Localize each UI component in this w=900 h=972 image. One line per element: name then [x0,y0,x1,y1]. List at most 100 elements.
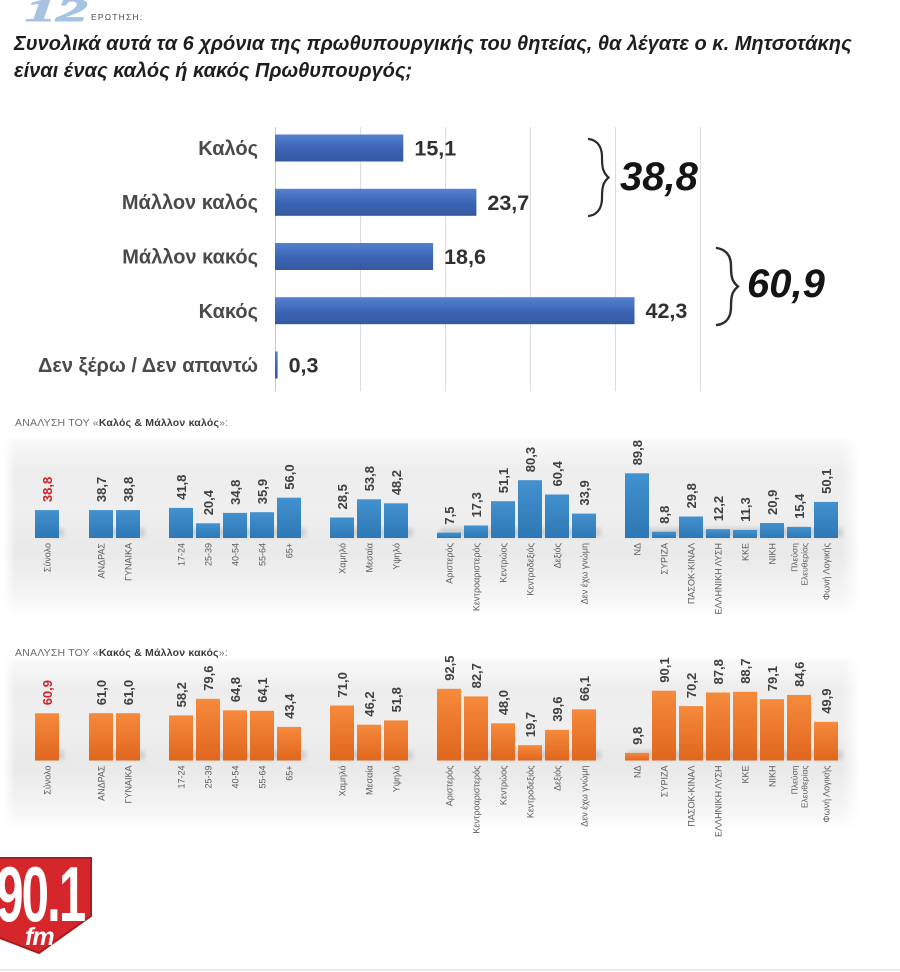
svg-text:17-24: 17-24 [177,543,187,566]
svg-text:64,8: 64,8 [228,677,243,702]
svg-text:19,7: 19,7 [523,712,538,737]
svg-text:ΑΝΔΡΑΣ: ΑΝΔΡΑΣ [97,543,107,579]
svg-text:11,3: 11,3 [738,497,753,522]
svg-text:Ελευθερίας: Ελευθερίας [800,766,810,809]
svg-text:41,8: 41,8 [174,475,189,500]
svg-text:Κεντρώος: Κεντρώος [499,765,509,805]
svg-text:15,4: 15,4 [792,493,807,519]
svg-text:55-64: 55-64 [258,543,268,566]
svg-text:7,5: 7,5 [442,507,457,525]
svg-text:Αριστερός: Αριστερός [445,542,455,583]
svg-text:Χαμηλό: Χαμηλό [338,543,348,574]
svg-text:66,1: 66,1 [577,676,592,701]
svg-text:88,7: 88,7 [738,658,753,683]
svg-text:40-54: 40-54 [231,766,241,789]
svg-text:Κεντρώος: Κεντρώος [499,542,509,582]
svg-text:60,4: 60,4 [550,460,565,486]
svg-text:90,1: 90,1 [657,657,672,682]
svg-text:ΕΛΛΗΝΙΚΗ ΛΥΣΗ: ΕΛΛΗΝΙΚΗ ΛΥΣΗ [714,766,724,837]
svg-text:ΣΥΡΙΖΑ: ΣΥΡΙΖΑ [660,543,670,575]
svg-text:Ελευθερίας: Ελευθερίας [800,543,810,586]
svg-text:65+: 65+ [285,543,295,558]
svg-text:90.1: 90.1 [0,853,85,938]
svg-text:25-39: 25-39 [204,543,214,566]
svg-text:38,8: 38,8 [40,477,55,502]
svg-text:fm: fm [25,923,54,951]
svg-text:17,3: 17,3 [469,492,484,517]
svg-text:92,5: 92,5 [442,655,457,680]
svg-text:ΠΑΣΟΚ-ΚΙΝΑΛ: ΠΑΣΟΚ-ΚΙΝΑΛ [687,766,697,827]
svg-text:Σύνολο: Σύνολο [43,543,53,572]
svg-text:0,3: 0,3 [289,354,319,378]
svg-text:82,7: 82,7 [469,663,484,688]
svg-text:25-39: 25-39 [204,766,214,789]
svg-text:ΝΙΚΗ: ΝΙΚΗ [768,543,778,565]
svg-text:89,8: 89,8 [630,440,645,465]
svg-text:ΝΔ: ΝΔ [633,543,643,556]
svg-text:34,8: 34,8 [228,480,243,505]
svg-text:Δεν έχω γνώμη: Δεν έχω γνώμη [580,543,590,604]
svg-text:Μεσαία: Μεσαία [365,543,375,572]
svg-text:ΣΥΡΙΖΑ: ΣΥΡΙΖΑ [660,766,670,798]
svg-text:Δεν ξέρω / Δεν απαντώ: Δεν ξέρω / Δεν απαντώ [38,355,258,377]
svg-text:Φωνή Λογικής: Φωνή Λογικής [822,542,832,600]
svg-text:Κεντροδεξιός: Κεντροδεξιός [526,542,536,595]
svg-text:Υψηλό: Υψηλό [392,766,402,793]
svg-text:70,2: 70,2 [684,673,699,698]
svg-text:ΓΥΝΑΙΚΑ: ΓΥΝΑΙΚΑ [124,543,134,581]
svg-text:80,3: 80,3 [523,447,538,472]
svg-text:79,1: 79,1 [765,666,780,691]
svg-text:Κεντροαριστερός: Κεντροαριστερός [472,765,482,834]
svg-text:18,6: 18,6 [444,245,486,269]
svg-text:15,1: 15,1 [414,137,456,161]
svg-text:48,0: 48,0 [496,690,511,715]
svg-text:49,9: 49,9 [819,688,834,713]
svg-text:58,2: 58,2 [174,682,189,707]
svg-text:20,9: 20,9 [765,490,780,515]
svg-text:64,1: 64,1 [255,677,270,702]
svg-text:Φωνή Λογικής: Φωνή Λογικής [822,765,832,823]
svg-text:ΓΥΝΑΙΚΑ: ΓΥΝΑΙΚΑ [124,766,134,804]
svg-text:Μάλλον κακός: Μάλλον κακός [122,247,258,269]
svg-text:56,0: 56,0 [282,464,297,489]
svg-text:Πλεύση: Πλεύση [790,765,800,794]
svg-text:ΚΚΕ: ΚΚΕ [741,543,751,561]
svg-text:46,2: 46,2 [362,691,377,716]
svg-text:9,8: 9,8 [630,727,645,745]
svg-text:Δεν έχω γνώμη: Δεν έχω γνώμη [580,766,590,827]
svg-text:71,0: 71,0 [335,672,350,697]
svg-text:ΚΚΕ: ΚΚΕ [741,766,751,784]
svg-text:Χαμηλό: Χαμηλό [338,766,348,797]
svg-text:43,4: 43,4 [282,693,297,719]
svg-text:53,8: 53,8 [362,466,377,491]
svg-text:Κακός: Κακός [199,301,258,323]
svg-text:ΑΝΔΡΑΣ: ΑΝΔΡΑΣ [97,765,107,801]
svg-text:23,7: 23,7 [487,191,529,215]
svg-text:Σύνολο: Σύνολο [43,766,53,795]
svg-text:61,0: 61,0 [121,680,136,705]
svg-text:39,6: 39,6 [550,696,565,721]
svg-text:79,6: 79,6 [201,665,216,690]
svg-text:61,0: 61,0 [94,680,109,705]
svg-text:Αριστερός: Αριστερός [445,765,455,806]
svg-text:33,9: 33,9 [577,480,592,505]
svg-text:48,2: 48,2 [389,470,404,495]
svg-text:Υψηλό: Υψηλό [392,543,402,570]
svg-text:87,8: 87,8 [711,659,726,684]
svg-text:Κεντροαριστερός: Κεντροαριστερός [472,542,482,611]
svg-text:29,8: 29,8 [684,483,699,508]
svg-text:ΝΙΚΗ: ΝΙΚΗ [768,766,778,788]
svg-text:17-24: 17-24 [177,766,187,789]
svg-text:Δεξιός: Δεξιός [553,542,563,568]
svg-text:38,8: 38,8 [121,477,136,502]
svg-text:50,1: 50,1 [819,469,834,494]
svg-text:20,4: 20,4 [201,489,216,515]
svg-text:42,3: 42,3 [646,299,688,323]
svg-text:8,8: 8,8 [657,506,672,524]
svg-text:Καλός: Καλός [198,138,258,160]
svg-text:65+: 65+ [285,766,295,781]
svg-text:Κεντροδεξιός: Κεντροδεξιός [526,765,536,818]
svg-text:38,7: 38,7 [94,477,109,502]
svg-text:55-64: 55-64 [258,766,268,789]
svg-text:28,5: 28,5 [335,484,350,509]
